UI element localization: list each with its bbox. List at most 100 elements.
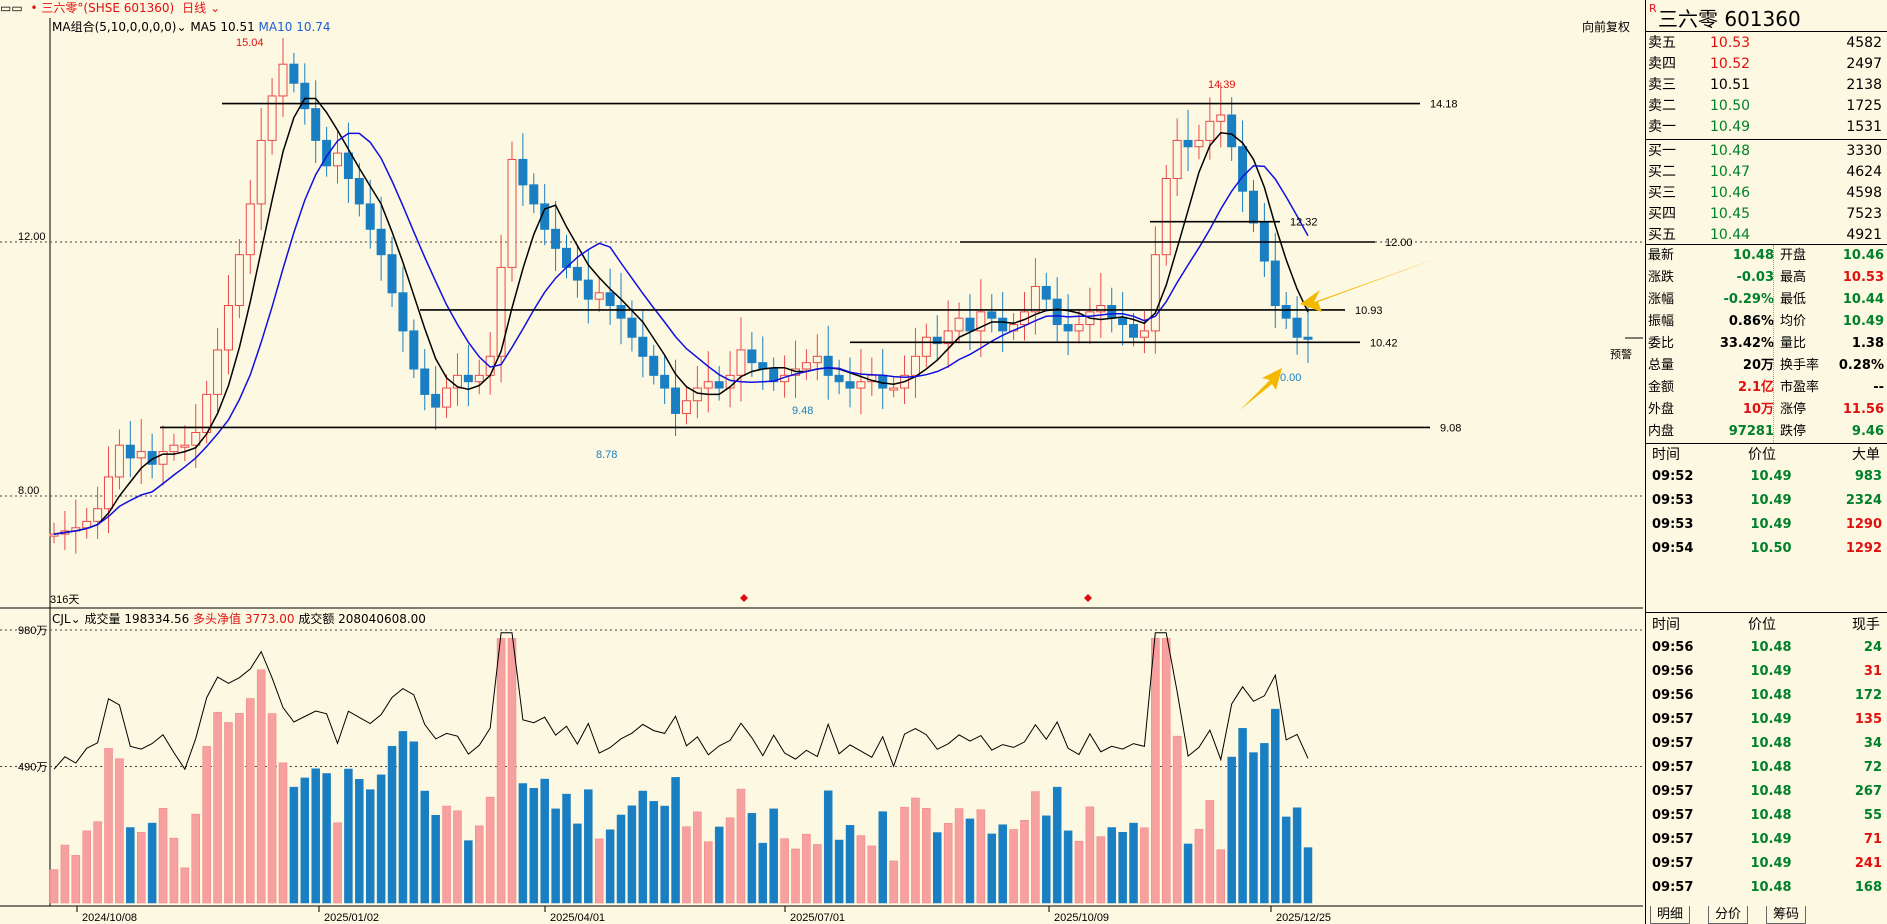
volume-bar	[256, 669, 266, 904]
volume-bar	[246, 698, 255, 904]
trade-row[interactable]: 09:57 10.48 55	[1646, 804, 1887, 828]
trade-volume: 172	[1854, 688, 1882, 703]
bid-price: 10.45	[1710, 206, 1751, 222]
trade-row[interactable]: 09:54 10.50 1292	[1646, 537, 1887, 561]
trade-row[interactable]: 09:57 10.49 241	[1646, 852, 1887, 876]
tab-2[interactable]: 分价	[1708, 906, 1749, 924]
volume-bar	[900, 806, 909, 904]
bid-row[interactable]: 买四 10.45 7523	[1648, 204, 1886, 225]
volume-bar	[562, 793, 571, 904]
volume-bar	[1260, 743, 1269, 904]
quote-label: 最新	[1648, 248, 1675, 263]
trade-time: 09:53	[1652, 517, 1694, 532]
candle-body	[954, 317, 964, 332]
trade-row[interactable]: 09:57 10.48 267	[1646, 780, 1887, 804]
volume-bar	[464, 840, 473, 904]
support-line-label: 12.00	[1385, 237, 1413, 249]
trade-volume: 983	[1854, 469, 1882, 484]
trade-volume: 24	[1863, 640, 1882, 655]
volume-bar	[605, 829, 615, 904]
volume-bar	[758, 842, 768, 904]
trade-row[interactable]: 09:57 10.48 72	[1646, 756, 1887, 780]
ask-row[interactable]: 卖三 10.51 2138	[1648, 75, 1886, 96]
tab-1[interactable]: 明细	[1650, 906, 1691, 924]
volume-bar	[191, 813, 201, 904]
ask-volume: 4582	[1846, 35, 1882, 51]
quote-value: -0.29%	[1723, 292, 1775, 307]
trade-volume: 2324	[1845, 493, 1882, 508]
trade-row[interactable]: 09:52 10.49 983	[1646, 465, 1887, 489]
chevron-down-icon: ⌄	[210, 1, 221, 15]
candle-body	[1118, 317, 1128, 326]
trade-row[interactable]: 09:57 10.48 34	[1646, 732, 1887, 756]
bid-row[interactable]: 买二 10.47 4624	[1648, 162, 1886, 183]
date-axis-label: 2025/10/09	[1054, 912, 1109, 924]
ask-price: 10.52	[1710, 56, 1751, 72]
stock-name[interactable]: • 三六零°(SHSE 601360)	[30, 1, 175, 15]
candle-body	[463, 374, 473, 383]
ask-row[interactable]: 卖一 10.49 1531	[1648, 117, 1886, 138]
trade-price: 10.49	[1750, 517, 1792, 532]
trade-row[interactable]: 09:57 10.49 71	[1646, 828, 1887, 852]
trade-row[interactable]: 09:53 10.49 2324	[1646, 489, 1887, 513]
restore-button[interactable]: 向前复权	[1582, 20, 1631, 34]
quote-row: 最新 10.48 开盘 10.46	[1646, 245, 1887, 267]
trade-price: 10.48	[1750, 808, 1792, 823]
candle-body	[267, 95, 277, 141]
quote-value: --	[1873, 380, 1884, 395]
kline-chart[interactable]: 12.00 8.00 14.18 12.32 12.00 10.93 10.42 9.08 15…	[0, 0, 1644, 924]
ask-row[interactable]: 卖五 10.53 4582	[1648, 33, 1886, 54]
quote-title-bar: R 三六零 601360	[1646, 0, 1887, 31]
bid-price: 10.48	[1710, 143, 1751, 159]
volume-bar	[1052, 786, 1062, 904]
ask-row[interactable]: 卖二 10.50 1725	[1648, 96, 1886, 117]
trade-price: 10.49	[1750, 832, 1792, 847]
ask-row[interactable]: 卖四 10.52 2497	[1648, 54, 1886, 75]
candle-body	[1205, 120, 1215, 141]
bid-row[interactable]: 买三 10.46 4598	[1648, 183, 1886, 204]
window-controls-icon[interactable]: ▭▭	[0, 1, 23, 15]
trade-row[interactable]: 09:53 10.49 1290	[1646, 513, 1887, 537]
quote-value: 10.49	[1842, 314, 1884, 329]
bid-row[interactable]: 买五 10.44 4921	[1648, 225, 1886, 246]
volume-bar	[704, 841, 713, 904]
volume-bar	[867, 845, 877, 904]
bid-row[interactable]: 买一 10.48 3330	[1648, 141, 1886, 162]
volume-bar	[823, 790, 833, 904]
quote-row: 涨幅 -0.29% 最低 10.44	[1646, 289, 1887, 311]
candle-body	[1063, 324, 1073, 332]
arrow-icon	[1240, 368, 1282, 410]
period-selector[interactable]: 日线 ⌄	[182, 1, 221, 15]
volume-bar	[878, 811, 887, 904]
trade-row[interactable]: 09:57 10.49 135	[1646, 708, 1887, 732]
candle-body	[725, 374, 735, 389]
volume-indicator-selector[interactable]: CJL	[52, 612, 71, 626]
candle-body	[398, 292, 408, 332]
net-value: 多头净值 3773.00	[193, 612, 295, 626]
volume-bar	[649, 801, 658, 904]
quote-panel: R 三六零 601360 卖五 10.53 4582 卖四 10.52 2497 卖三 10.…	[1645, 0, 1887, 924]
support-line-label: 12.32	[1290, 217, 1318, 229]
candle-body	[660, 374, 670, 389]
trade-row[interactable]: 09:56 10.48 24	[1646, 636, 1887, 660]
candle-body	[1041, 285, 1051, 300]
ask-price: 10.51	[1710, 77, 1751, 93]
bid-price: 10.47	[1710, 164, 1751, 180]
warning-label: 预警	[1610, 347, 1632, 361]
ma-indicator-selector[interactable]: MA组合(5,10,0,0,0,0)	[52, 20, 177, 34]
tab-3[interactable]: 筹码	[1766, 906, 1807, 924]
candle-body	[1139, 330, 1149, 338]
volume-bar	[518, 783, 528, 904]
trade-row[interactable]: 09:57 10.48 168	[1646, 876, 1887, 900]
volume-bar	[453, 810, 462, 904]
candle-body	[518, 158, 528, 186]
ma5-line	[53, 97, 1309, 535]
trade-row[interactable]: 09:56 10.49 31	[1646, 660, 1887, 684]
ma10-line	[53, 132, 1309, 535]
trade-price: 10.49	[1750, 712, 1792, 727]
signal-marker-icon	[1084, 594, 1092, 602]
tick-header: 时间 价位 现手	[1652, 617, 1880, 633]
quote-label: 最低	[1780, 292, 1807, 307]
trade-row[interactable]: 09:56 10.48 172	[1646, 684, 1887, 708]
candle-body	[343, 152, 353, 180]
